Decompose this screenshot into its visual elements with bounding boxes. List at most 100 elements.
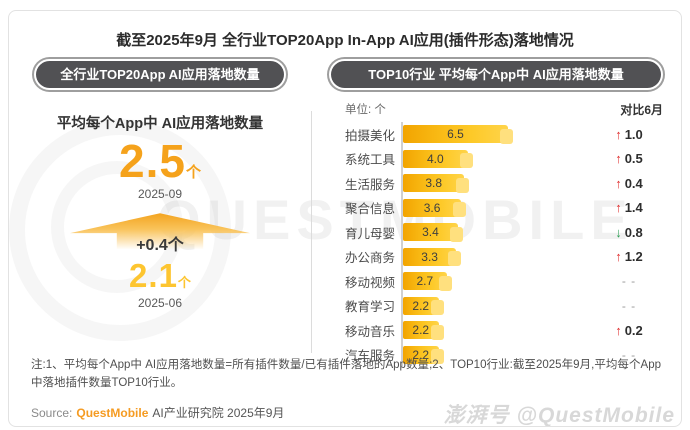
bar: 3.8 bbox=[403, 174, 470, 193]
comparison-cell: ↓ 0.8 bbox=[587, 225, 671, 240]
change-value: +0.4个 bbox=[136, 237, 184, 255]
comparison-cell: - - bbox=[587, 299, 671, 313]
comparison-cell: ↑ 1.4 bbox=[587, 200, 671, 215]
bar-track: 4.0 bbox=[401, 146, 583, 171]
bar-value-label: 3.8 bbox=[425, 176, 443, 191]
source-prefix: Source: bbox=[31, 406, 73, 420]
bar: 2.2 bbox=[403, 345, 443, 365]
trend-arrow-icon: ↓ bbox=[615, 224, 622, 240]
account-watermark: 澎湃号 @QuestMobile bbox=[443, 404, 675, 427]
bar-value-label: 2.2 bbox=[412, 323, 430, 338]
category-label: 系统工具 bbox=[345, 153, 396, 168]
right-panel: TOP10行业 平均每个App中 AI应用落地数量 单位: 个 对比6月 拍摄美… bbox=[323, 51, 675, 367]
bar-track: 2.7 bbox=[401, 269, 583, 294]
comparison-cell: ↑ 1.0 bbox=[587, 127, 671, 142]
previous-value-number: 2.1 bbox=[129, 257, 178, 295]
bar: 2.2 bbox=[403, 296, 443, 316]
category-label: 教育学习 bbox=[345, 300, 396, 315]
page-title: 截至2025年9月 全行业TOP20App In-App AI应用(插件形态)落… bbox=[116, 32, 574, 49]
comparison-cell: ↑ 0.5 bbox=[587, 151, 671, 166]
chart-row: 育儿母婴 3.4 ↓ 0.8 bbox=[323, 220, 675, 245]
trend-arrow-icon: ↑ bbox=[615, 200, 622, 216]
chart-row: 教育学习 2.2 - - bbox=[323, 293, 675, 318]
trend-arrow-icon: ↑ bbox=[615, 151, 622, 167]
previous-value: 2.1个 bbox=[9, 257, 311, 295]
bar-value-label: 3.4 bbox=[422, 225, 439, 240]
comparison-value: 1.4 bbox=[624, 200, 643, 216]
category-label: 生活服务 bbox=[345, 177, 396, 192]
chart-rows: 拍摄美化 6.5 ↑ 1.0 系统工具 4.0 ↑ 0.5 生活服务 3.8 bbox=[323, 122, 675, 367]
left-panel-subtitle: 平均每个App中 AI应用落地数量 bbox=[56, 116, 264, 132]
category-label: 办公商务 bbox=[345, 251, 396, 266]
bar-value-label: 4.0 bbox=[426, 151, 444, 166]
infographic-card: QUESTMOBILE 截至2025年9月 全行业TOP20App In-App… bbox=[8, 10, 682, 427]
category-label: 聚合信息 bbox=[345, 202, 396, 217]
bar: 2.7 bbox=[403, 272, 452, 291]
chart-row: 汽车服务 2.2 - - bbox=[323, 342, 675, 367]
chart-row: 系统工具 4.0 ↑ 0.5 bbox=[323, 146, 675, 171]
bar: 3.6 bbox=[403, 198, 467, 218]
current-value-number: 2.5 bbox=[119, 135, 186, 187]
bar-track: 2.2 bbox=[401, 318, 583, 343]
comparison-value: 0.4 bbox=[624, 175, 643, 191]
unit-label: 单位: 个 bbox=[345, 104, 386, 116]
comparison-value: 1.2 bbox=[624, 249, 643, 265]
chart-row: 移动视频 2.7 - - bbox=[323, 269, 675, 294]
current-value: 2.5个 bbox=[9, 137, 311, 185]
chart-meta-row: 单位: 个 对比6月 bbox=[323, 101, 675, 118]
chart-row: 移动音乐 2.2 ↑ 0.2 bbox=[323, 318, 675, 343]
category-label: 拍摄美化 bbox=[345, 128, 396, 143]
bar: 4.0 bbox=[403, 149, 473, 169]
trend-arrow-icon: ↑ bbox=[615, 322, 622, 338]
previous-period: 2025-06 bbox=[137, 295, 183, 310]
chart-row: 生活服务 3.8 ↑ 0.4 bbox=[323, 171, 675, 196]
bar: 6.5 bbox=[403, 125, 513, 144]
bar-track: 3.4 bbox=[401, 220, 583, 245]
comparison-value: 1.0 bbox=[624, 126, 643, 142]
bar-value-label: 3.6 bbox=[423, 200, 441, 215]
trend-arrow-icon: ↑ bbox=[615, 249, 622, 265]
previous-value-unit: 个 bbox=[177, 275, 191, 291]
bar: 3.4 bbox=[403, 223, 463, 242]
bar-value-label: 2.7 bbox=[416, 274, 434, 289]
bar-track: 6.5 bbox=[401, 122, 583, 147]
comparison-value: 0.8 bbox=[624, 224, 643, 240]
bar-value-label: 2.2 bbox=[412, 347, 430, 362]
bar-value-label: 3.3 bbox=[421, 249, 438, 264]
comparison-value: - - bbox=[621, 347, 637, 362]
current-period: 2025-09 bbox=[137, 187, 183, 202]
comparison-cell: - - bbox=[587, 274, 671, 288]
comparison-value: 0.2 bbox=[624, 322, 643, 338]
bar: 3.3 bbox=[403, 247, 462, 267]
left-panel-header-pill: 全行业TOP20App AI应用落地数量 bbox=[36, 61, 284, 88]
bar: 2.2 bbox=[403, 321, 443, 340]
bar-value-label: 2.2 bbox=[412, 298, 430, 313]
chart-row: 聚合信息 3.6 ↑ 1.4 bbox=[323, 195, 675, 220]
bar-track: 3.3 bbox=[401, 244, 583, 269]
source-suffix: AI产业研究院 2025年9月 bbox=[152, 406, 285, 420]
comparison-cell: ↑ 1.2 bbox=[587, 249, 671, 264]
comparison-value: - - bbox=[621, 274, 637, 289]
category-label: 移动视频 bbox=[345, 275, 396, 290]
left-panel: 全行业TOP20App AI应用落地数量 平均每个App中 AI应用落地数量 2… bbox=[9, 51, 311, 310]
panel-divider bbox=[311, 111, 312, 353]
comparison-cell: ↑ 0.4 bbox=[587, 176, 671, 191]
chart-row: 办公商务 3.3 ↑ 1.2 bbox=[323, 244, 675, 269]
comparison-cell: ↑ 0.2 bbox=[587, 323, 671, 338]
trend-arrow-icon: ↑ bbox=[615, 126, 622, 142]
comparison-value: - - bbox=[621, 298, 637, 313]
bar-track: 3.8 bbox=[401, 171, 583, 196]
category-label: 移动音乐 bbox=[345, 324, 396, 339]
change-indicator: +0.4个 bbox=[9, 213, 311, 257]
comparison-column-header: 对比6月 bbox=[620, 103, 663, 117]
chart-row: 拍摄美化 6.5 ↑ 1.0 bbox=[323, 122, 675, 147]
current-value-unit: 个 bbox=[185, 164, 201, 181]
source-line: Source: QuestMobile AI产业研究院 2025年9月 bbox=[31, 404, 284, 421]
comparison-value: 0.5 bbox=[624, 151, 643, 167]
bar-track: 2.2 bbox=[401, 342, 583, 367]
trend-arrow-icon: ↑ bbox=[615, 175, 622, 191]
footnote: 注:1、平均每个App中 AI应用落地数量=所有插件数量/已有插件落地的App数… bbox=[31, 359, 661, 389]
bar-track: 3.6 bbox=[401, 195, 583, 220]
category-label: 育儿母婴 bbox=[345, 226, 396, 241]
right-panel-header-pill: TOP10行业 平均每个App中 AI应用落地数量 bbox=[331, 61, 661, 88]
